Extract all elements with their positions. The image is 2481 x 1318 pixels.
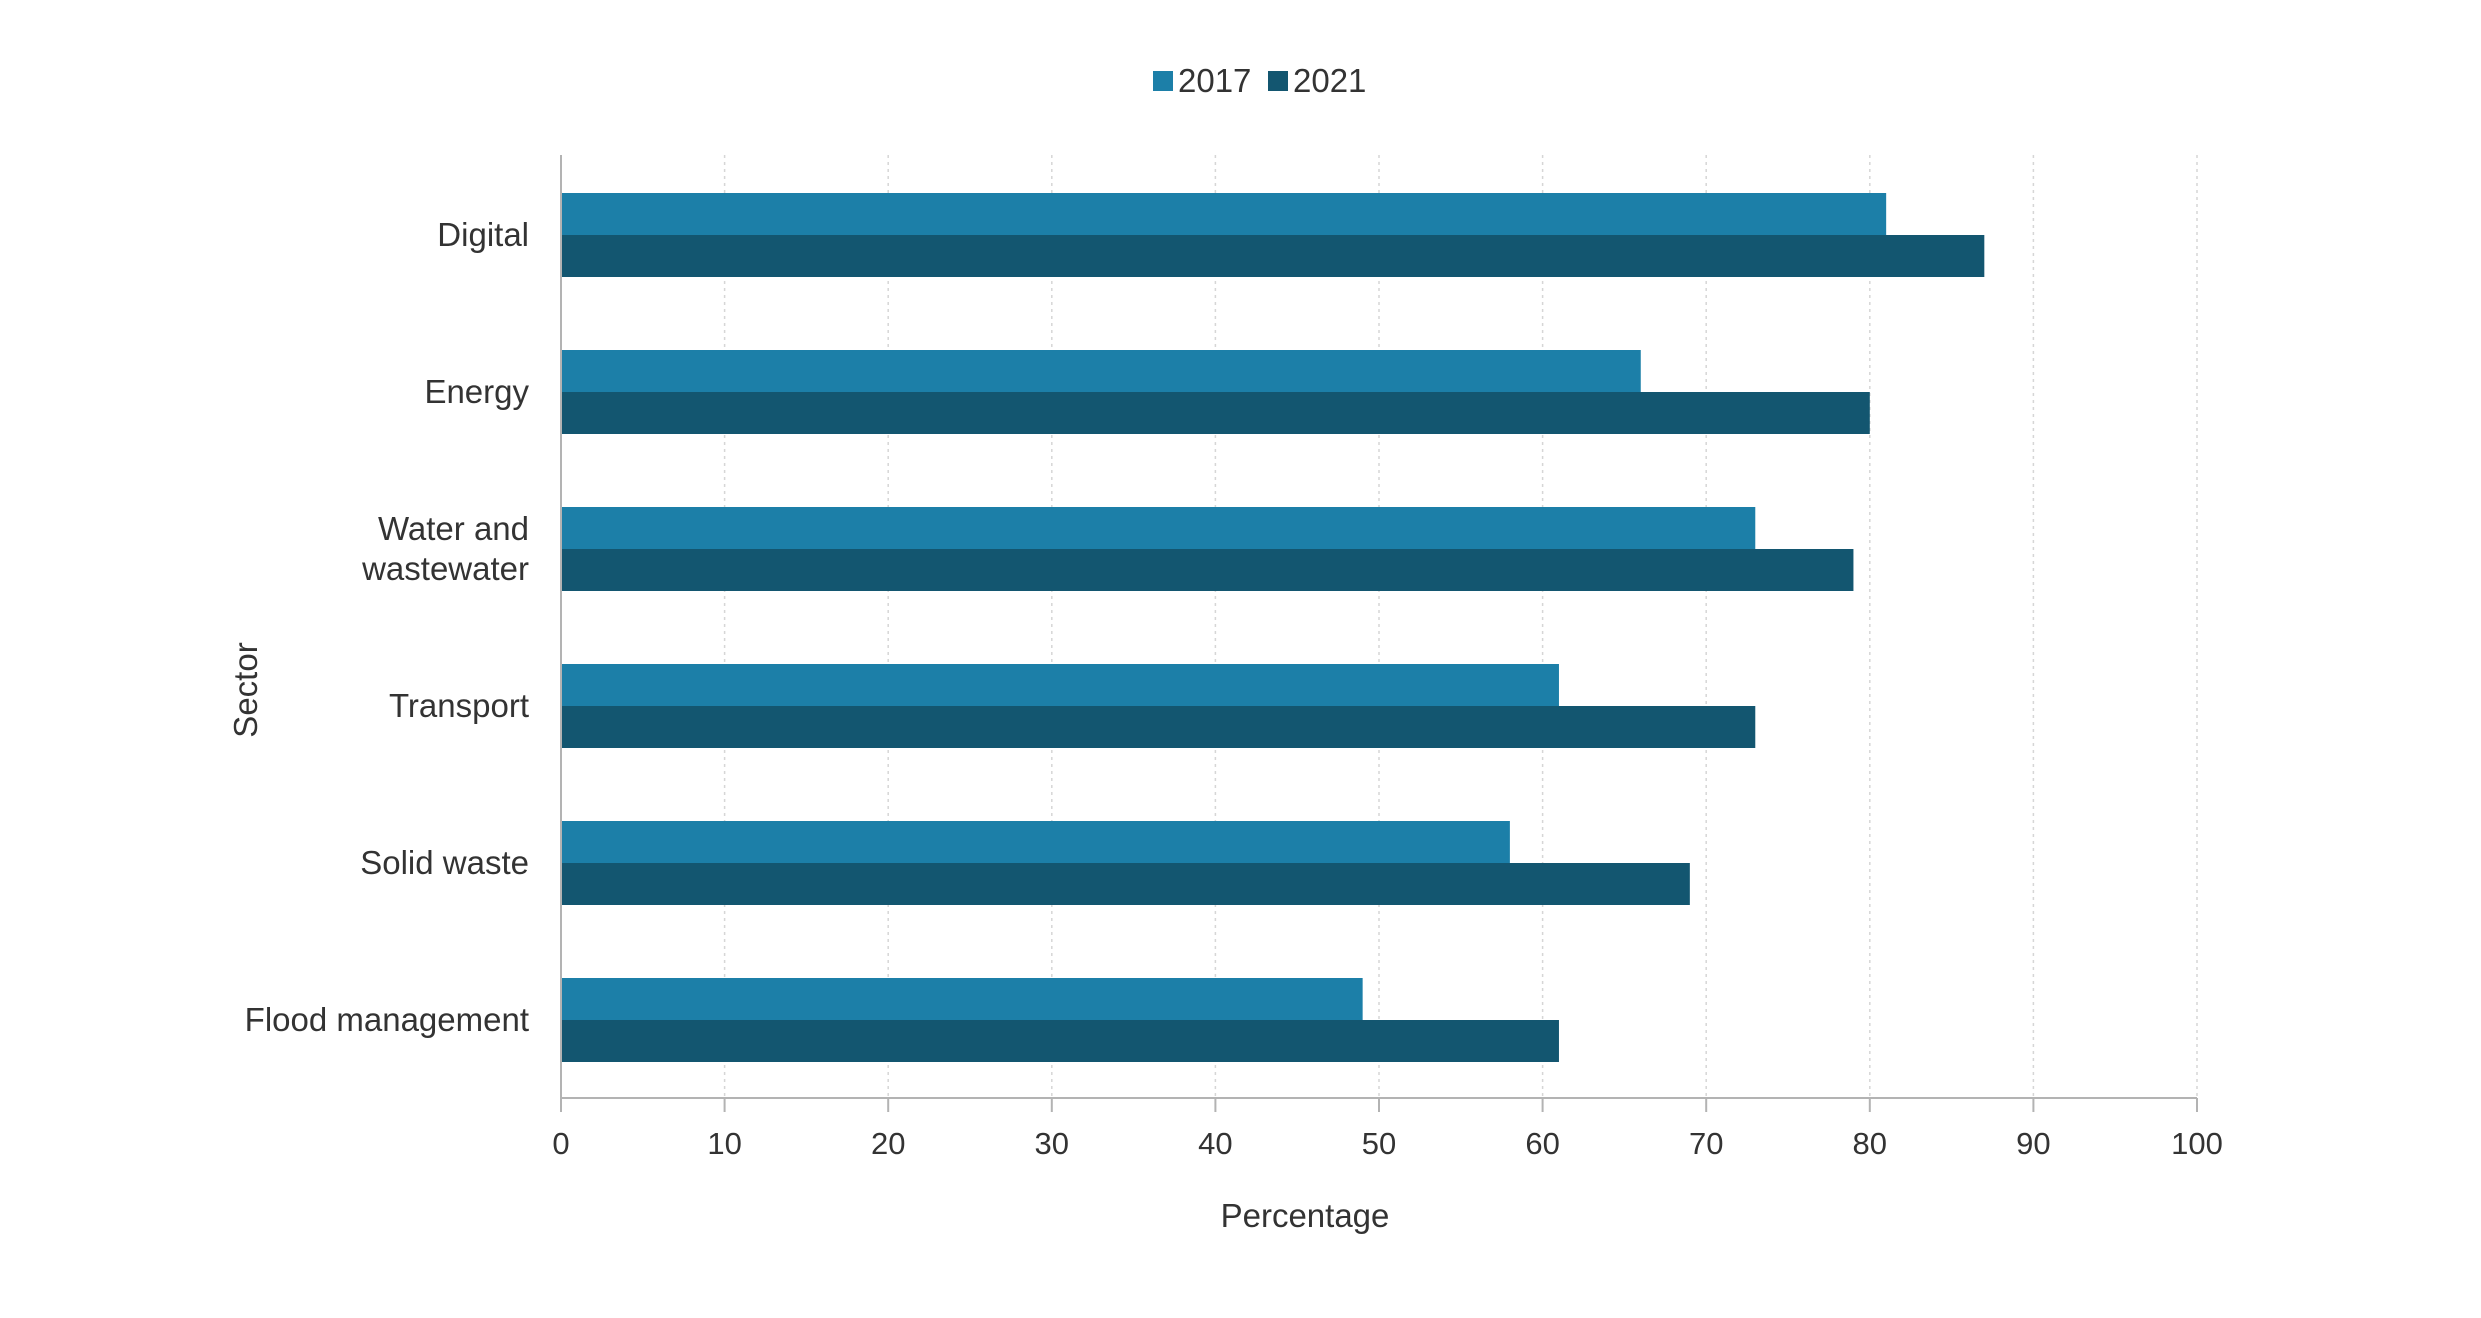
x-tick-label: 100 — [2171, 1126, 2223, 1161]
x-tick-label: 50 — [1362, 1126, 1396, 1161]
category-label: Flood management — [245, 1001, 529, 1038]
category-label: Solid waste — [360, 844, 529, 881]
x-tick-label: 60 — [1525, 1126, 1559, 1161]
bar-2021 — [561, 1020, 1559, 1062]
x-tick-label: 20 — [871, 1126, 905, 1161]
legend-swatch-2021 — [1268, 71, 1288, 91]
x-tick-label: 80 — [1853, 1126, 1887, 1161]
bar-2021 — [561, 392, 1870, 434]
category-label: wastewater — [361, 550, 529, 587]
bar-2017 — [561, 664, 1559, 706]
legend-label: 2017 — [1178, 62, 1251, 99]
legend-label: 2021 — [1293, 62, 1366, 99]
grid-layer — [723, 155, 2198, 1098]
x-axis-title: Percentage — [1221, 1197, 1390, 1234]
x-tick-label: 0 — [552, 1126, 569, 1161]
bars-layer — [561, 193, 1985, 1062]
bar-2017 — [561, 193, 1887, 235]
bar-2017 — [561, 507, 1756, 549]
category-label: Energy — [424, 373, 529, 410]
legend-swatch-2017 — [1153, 71, 1173, 91]
x-tick-label: 10 — [707, 1126, 741, 1161]
category-label: Transport — [389, 687, 529, 724]
category-label: Water and — [378, 510, 529, 547]
bar-2017 — [561, 821, 1510, 863]
x-tick-label: 30 — [1035, 1126, 1069, 1161]
bar-2017 — [561, 978, 1363, 1020]
legend: 2017 2021 — [1153, 62, 1366, 99]
y-axis-title: Sector — [227, 642, 264, 737]
bar-2021 — [561, 863, 1690, 905]
bar-2021 — [561, 549, 1854, 591]
x-tick-label: 90 — [2016, 1126, 2050, 1161]
axis-layer — [560, 155, 2198, 1112]
x-tick-label: 40 — [1198, 1126, 1232, 1161]
bar-2017 — [561, 350, 1641, 392]
bar-2021 — [561, 706, 1756, 748]
labels-layer: 0 10 20 30 40 50 60 70 80 90 100 Digital Energy Water… — [245, 216, 2223, 1161]
x-tick-label: 70 — [1689, 1126, 1723, 1161]
bar-2021 — [561, 235, 1985, 277]
category-label: Digital — [437, 216, 529, 253]
